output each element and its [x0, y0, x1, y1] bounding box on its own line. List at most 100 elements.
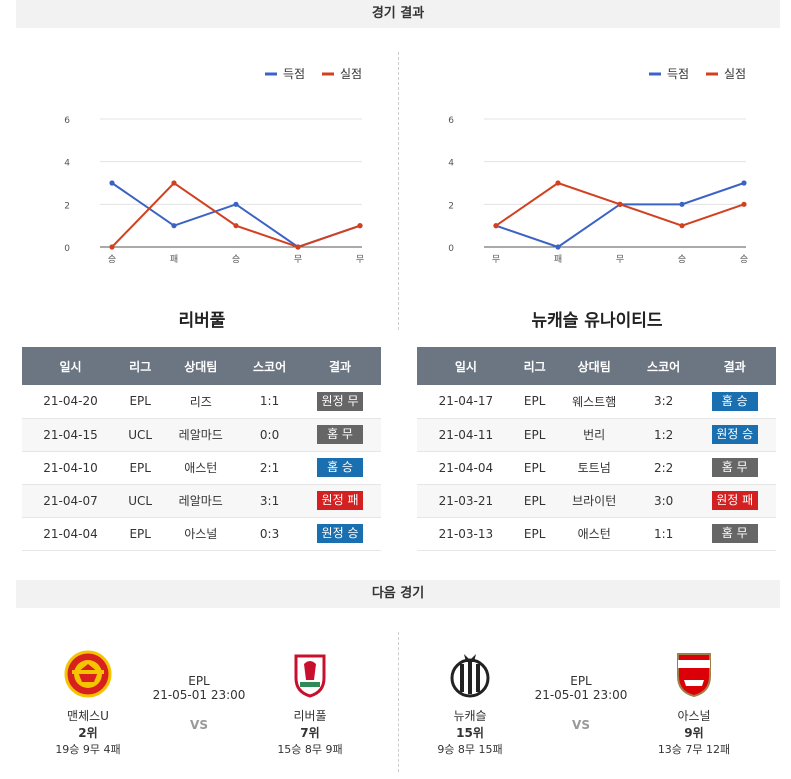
away-team[interactable]: 리버풀 7위 15승 8무 9패: [265, 650, 355, 757]
series-line-scored: [111, 182, 361, 249]
newcastle-crest-icon: [450, 654, 490, 698]
data-point[interactable]: [233, 201, 239, 207]
data-point[interactable]: [555, 244, 561, 250]
liverpool-crest-icon: [294, 654, 326, 698]
x-tick-label: 승: [678, 254, 686, 265]
result-badge: 홈 승: [317, 458, 364, 477]
next-section-title: 다음 경기: [16, 580, 780, 608]
match-result-cell: 홈 승: [299, 451, 381, 485]
team-name: 뉴캐슬: [453, 709, 487, 723]
table-row: 21-03-21 EPL 브라이턴 3:0 원정 패: [417, 484, 776, 518]
data-point[interactable]: [679, 223, 685, 229]
match-date: 21-04-04: [22, 517, 119, 551]
table-row: 21-04-04 EPL 토트넘 2:2 홈 무: [417, 451, 776, 485]
home-team[interactable]: 뉴캐슬 15위 9승 8무 15패: [425, 650, 515, 757]
match-score: 1:1: [633, 517, 694, 551]
match-league: UCL: [118, 418, 162, 452]
table-row: 21-04-04 EPL 아스널 0:3 원정 승: [22, 517, 381, 551]
data-point[interactable]: [295, 244, 301, 250]
results-table-right: 일시 리그 상대팀 스코어 결과 21-04-17 EPL 웨스트햄 3:2 홈 승 21…: [417, 347, 776, 551]
data-point[interactable]: [555, 180, 561, 186]
y-tick-label: 4: [448, 159, 454, 169]
opponent: 애스턴: [161, 451, 241, 485]
match-result-cell: 원정 패: [693, 484, 776, 518]
match-result-cell: 원정 무: [299, 385, 381, 419]
manutd-crest-icon: [64, 650, 112, 698]
chart-right: 득점 실점 0 2 4 6 무 패 무 승 승: [400, 52, 780, 282]
y-tick-label: 0: [448, 244, 454, 254]
team-rank: 15위: [456, 726, 484, 740]
result-badge: 원정 승: [317, 524, 364, 543]
data-point[interactable]: [171, 223, 177, 229]
col-league: 리그: [118, 347, 162, 385]
divider: [398, 632, 399, 772]
result-badge: 홈 무: [711, 524, 758, 543]
result-badge: 홈 승: [711, 391, 758, 411]
match-league: EPL: [118, 517, 162, 551]
chart-legend: 득점 실점: [265, 67, 362, 81]
next-match-left: 맨체스U 2위 19승 9무 4패 EPL 21-05-01 23:00 VS …: [16, 640, 396, 760]
team-rank: 9위: [684, 726, 704, 740]
data-point[interactable]: [357, 223, 363, 229]
data-point[interactable]: [171, 180, 177, 186]
match-league: EPL: [118, 451, 162, 485]
team-record: 13승 7무 12패: [657, 743, 731, 756]
col-date: 일시: [417, 347, 515, 385]
col-score: 스코어: [240, 347, 300, 385]
data-point[interactable]: [109, 180, 115, 186]
col-opponent: 상대팀: [161, 347, 241, 385]
result-badge: 홈 무: [711, 458, 758, 477]
data-point[interactable]: [233, 223, 239, 229]
col-result: 결과: [299, 347, 381, 385]
legend-label: 실점: [340, 67, 362, 81]
match-score: 2:1: [240, 451, 300, 485]
match-datetime: 21-05-01 23:00: [152, 688, 246, 702]
data-point[interactable]: [493, 223, 499, 229]
data-point[interactable]: [617, 201, 623, 207]
team-record: 15승 8무 9패: [277, 743, 343, 756]
away-team[interactable]: 아스널 9위 13승 7무 12패: [649, 650, 739, 757]
match-date: 21-04-17: [417, 385, 515, 419]
team-record: 19승 9무 4패: [55, 743, 121, 756]
match-date: 21-03-21: [417, 484, 515, 518]
y-tick-label: 6: [448, 116, 454, 126]
data-point[interactable]: [741, 201, 747, 207]
match-league: EPL: [514, 484, 555, 518]
match-score: 0:0: [240, 418, 300, 452]
x-tick-label: 무: [616, 254, 624, 265]
table-row: 21-04-11 EPL 번리 1:2 원정 승: [417, 418, 776, 452]
data-point[interactable]: [109, 244, 115, 250]
results-table-left: 일시 리그 상대팀 스코어 결과 21-04-20 EPL 리즈 1:1 원정 무 21-…: [22, 347, 381, 551]
match-info: EPL 21-05-01 23:00 VS: [531, 674, 631, 732]
result-badge: 원정 패: [711, 491, 758, 510]
team-record: 9승 8무 15패: [437, 743, 503, 756]
match-info: EPL 21-05-01 23:00 VS: [149, 674, 249, 732]
vs-label: VS: [190, 718, 208, 732]
match-result-cell: 홈 무: [299, 418, 381, 452]
match-result-cell: 원정 승: [693, 418, 776, 452]
team-name: 리버풀: [293, 709, 327, 723]
opponent: 애스턴: [554, 517, 634, 551]
results-section-title: 경기 결과: [16, 0, 780, 28]
table-row: 21-04-10 EPL 애스턴 2:1 홈 승: [22, 451, 381, 485]
x-tick-label: 승: [108, 254, 116, 265]
y-tick-label: 6: [64, 116, 70, 126]
match-score: 3:1: [240, 484, 300, 518]
table-row: 21-04-07 UCL 레알마드 3:1 원정 패: [22, 484, 381, 518]
home-team[interactable]: 맨체스U 2위 19승 9무 4패: [43, 650, 133, 757]
match-date: 21-04-04: [417, 451, 515, 485]
legend-label: 득점: [283, 67, 305, 81]
match-result-cell: 원정 승: [299, 517, 381, 551]
col-score: 스코어: [633, 347, 694, 385]
series-line-scored: [495, 182, 745, 249]
result-badge: 원정 무: [317, 391, 364, 411]
opponent: 레알마드: [161, 484, 241, 518]
match-result-cell: 홈 승: [693, 385, 776, 419]
match-date: 21-04-10: [22, 451, 119, 485]
x-tick-label: 패: [554, 254, 562, 265]
match-score: 2:2: [633, 451, 694, 485]
data-point[interactable]: [679, 201, 685, 207]
team-name: 맨체스U: [67, 709, 109, 723]
col-result: 결과: [693, 347, 776, 385]
data-point[interactable]: [741, 180, 747, 186]
